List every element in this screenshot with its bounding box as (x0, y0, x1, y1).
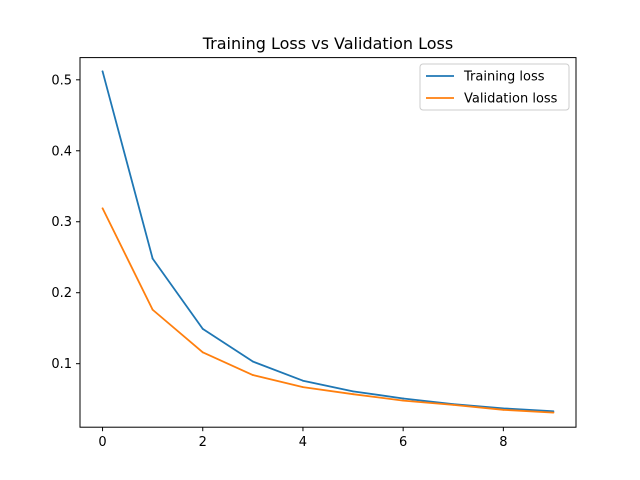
training-loss-point (151, 257, 154, 260)
legend: Training loss Validation loss (419, 63, 570, 111)
training-loss-point (251, 360, 254, 363)
training-loss-point (201, 328, 204, 330)
legend-label: Training loss (463, 70, 545, 85)
x-tick-label: 2 (199, 435, 207, 450)
x-tick-label: 4 (299, 435, 307, 450)
x-axis: 0 2 4 6 8 (98, 427, 507, 450)
validation-loss-point (302, 386, 304, 389)
training-loss-line (101, 71, 554, 413)
training-loss-point (552, 410, 555, 413)
plot-area (79, 57, 577, 428)
y-tick-label: 0.1 (51, 357, 72, 372)
y-tick-label: 0.3 (51, 215, 72, 230)
validation-loss-line (101, 207, 554, 414)
series-lines (101, 70, 555, 414)
x-tick-label: 0 (98, 435, 106, 450)
training-loss-point (502, 407, 505, 410)
validation-loss-point (101, 207, 104, 210)
legend-label: Validation loss (464, 92, 558, 107)
validation-loss-point (402, 399, 405, 402)
training-loss-point (402, 397, 405, 400)
chart-title: Training Loss vs Validation Loss (202, 34, 453, 53)
validation-loss-point (452, 403, 455, 406)
validation-loss-point (251, 374, 254, 376)
validation-loss-point (352, 393, 354, 396)
validation-loss-point (201, 351, 204, 354)
validation-loss-point (151, 308, 154, 311)
x-tick-label: 6 (399, 435, 407, 450)
training-loss-point (352, 390, 354, 393)
legend-box (419, 63, 570, 111)
training-loss-point (302, 379, 304, 382)
y-tick-label: 0.2 (51, 286, 72, 301)
y-tick-label: 0.4 (51, 144, 72, 159)
validation-loss-point (502, 408, 505, 411)
y-tick-label: 0.5 (51, 73, 72, 88)
y-axis: 0.1 0.2 0.3 0.4 0.5 (51, 73, 80, 372)
training-loss-point (101, 70, 104, 73)
validation-loss-point (552, 411, 555, 414)
x-tick-label: 8 (499, 435, 507, 450)
